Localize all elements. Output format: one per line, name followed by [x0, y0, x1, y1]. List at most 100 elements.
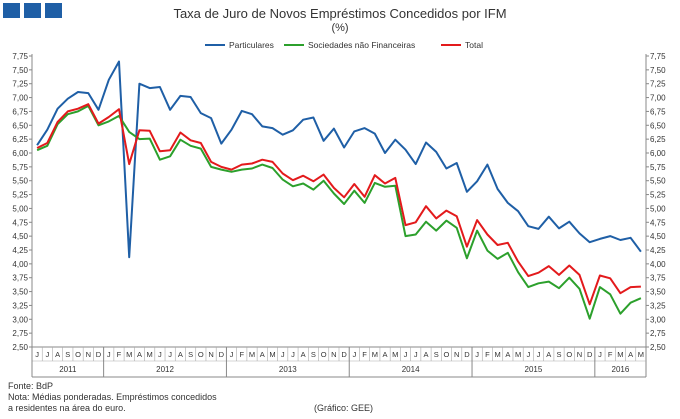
- y-tick-label-left: 3,75: [12, 274, 28, 283]
- x-tick-label: O: [321, 350, 327, 359]
- x-tick-label: N: [208, 350, 213, 359]
- y-tick-label-left: 4,00: [12, 260, 28, 269]
- y-tick-label-left: 6,75: [12, 107, 28, 116]
- x-tick-label: F: [362, 350, 367, 359]
- y-tick-label-right: 4,50: [650, 232, 666, 241]
- x-tick-label: J: [537, 350, 541, 359]
- y-tick-label-left: 2,75: [12, 329, 28, 338]
- x-tick-label: M: [126, 350, 132, 359]
- y-tick-label-right: 6,50: [650, 121, 666, 130]
- x-tick-label: A: [137, 350, 142, 359]
- year-label: 2016: [612, 365, 630, 374]
- chart-credit: (Gráfico: GEE): [314, 403, 374, 413]
- x-tick-label: N: [577, 350, 582, 359]
- x-tick-label: A: [383, 350, 388, 359]
- x-tick-label: A: [546, 350, 551, 359]
- x-tick-label: N: [86, 350, 91, 359]
- x-tick-label: A: [423, 350, 428, 359]
- y-tick-label-left: 6,00: [12, 149, 28, 158]
- x-tick-label: S: [65, 350, 70, 359]
- y-tick-label-left: 3,50: [12, 288, 28, 297]
- legend-label: Particulares: [229, 40, 274, 50]
- y-tick-label-right: 2,50: [650, 343, 666, 352]
- y-tick-label-right: 7,50: [650, 66, 666, 75]
- x-tick-label: M: [617, 350, 623, 359]
- x-tick-label: O: [75, 350, 81, 359]
- year-label: 2013: [279, 365, 297, 374]
- series-lines: [36, 60, 642, 320]
- legend-label: Sociedades não Financeiras: [308, 40, 415, 50]
- x-tick-label: F: [239, 350, 244, 359]
- x-tick-label: M: [147, 350, 153, 359]
- y-tick-label-left: 3,00: [12, 315, 28, 324]
- y-tick-label-right: 7,00: [650, 94, 666, 103]
- x-tick-label: F: [485, 350, 490, 359]
- y-tick-label-right: 6,00: [650, 149, 666, 158]
- logo-block-1: [3, 3, 20, 18]
- y-tick-label-left: 5,00: [12, 204, 28, 213]
- x-tick-label: O: [444, 350, 450, 359]
- x-tick-label: D: [464, 350, 470, 359]
- x-tick-label: S: [311, 350, 316, 359]
- x-tick-label: M: [269, 350, 275, 359]
- x-tick-label: A: [505, 350, 510, 359]
- x-tick-label: M: [638, 350, 644, 359]
- logo-block-2: [24, 3, 41, 18]
- x-tick-label: D: [219, 350, 225, 359]
- x-tick-label: M: [494, 350, 500, 359]
- y-tick-label-left: 7,25: [12, 80, 28, 89]
- series-line-particulares: [36, 60, 642, 259]
- x-tick-label: O: [198, 350, 204, 359]
- series-line-total: [36, 103, 641, 306]
- logo-block-3: [45, 3, 62, 18]
- y-tick-label-right: 2,75: [650, 329, 666, 338]
- source-note: Fonte: BdP: [8, 381, 54, 391]
- x-tick-label: D: [96, 350, 102, 359]
- year-label: 2015: [525, 365, 543, 374]
- x-tick-label: J: [291, 350, 295, 359]
- y-tick-label-left: 5,50: [12, 177, 28, 186]
- y-tick-label-right: 6,25: [650, 135, 666, 144]
- x-tick-label: S: [557, 350, 562, 359]
- x-tick-label: J: [35, 350, 39, 359]
- x-tick-label: D: [587, 350, 593, 359]
- year-label: 2012: [156, 365, 174, 374]
- legend: Particulares Sociedades não Financeiras To…: [205, 40, 483, 50]
- x-tick-label: A: [55, 350, 60, 359]
- x-tick-label: A: [301, 350, 306, 359]
- y-tick-label-right: 5,00: [650, 204, 666, 213]
- y-tick-label-right: 5,25: [650, 191, 666, 200]
- x-tick-label: D: [341, 350, 347, 359]
- year-label: 2014: [402, 365, 420, 374]
- y-tick-label-right: 3,50: [650, 288, 666, 297]
- y-tick-label-right: 4,25: [650, 246, 666, 255]
- x-tick-label: J: [230, 350, 234, 359]
- y-tick-label-right: 6,75: [650, 107, 666, 116]
- y-tick-label-left: 2,50: [12, 343, 28, 352]
- x-tick-label: J: [352, 350, 356, 359]
- x-tick-label: A: [260, 350, 265, 359]
- x-tick-label: J: [158, 350, 162, 359]
- x-tick-label: S: [188, 350, 193, 359]
- y-tick-label-left: 5,25: [12, 191, 28, 200]
- y-tick-label-right: 3,75: [650, 274, 666, 283]
- x-tick-label: J: [45, 350, 49, 359]
- axes: 2,50 2,50 2,75 2,75 3,00 3,00 3,25 3,25 3,50 3,50…: [12, 52, 666, 378]
- y-tick-label-right: 3,00: [650, 315, 666, 324]
- chart-unit: (%): [331, 22, 349, 34]
- year-label: 2011: [59, 365, 77, 374]
- x-tick-label: N: [331, 350, 336, 359]
- x-tick-label: S: [434, 350, 439, 359]
- x-tick-label: J: [281, 350, 285, 359]
- y-tick-label-right: 7,25: [650, 80, 666, 89]
- y-tick-label-left: 7,75: [12, 52, 28, 61]
- legend-label: Total: [465, 40, 483, 50]
- y-tick-label-left: 6,50: [12, 121, 28, 130]
- footnote-line1: Nota: Médias ponderadas. Empréstimos con…: [8, 392, 217, 402]
- x-tick-label: J: [526, 350, 530, 359]
- y-tick-label-left: 7,50: [12, 66, 28, 75]
- x-tick-label: J: [598, 350, 602, 359]
- x-tick-label: J: [475, 350, 479, 359]
- x-tick-label: N: [454, 350, 459, 359]
